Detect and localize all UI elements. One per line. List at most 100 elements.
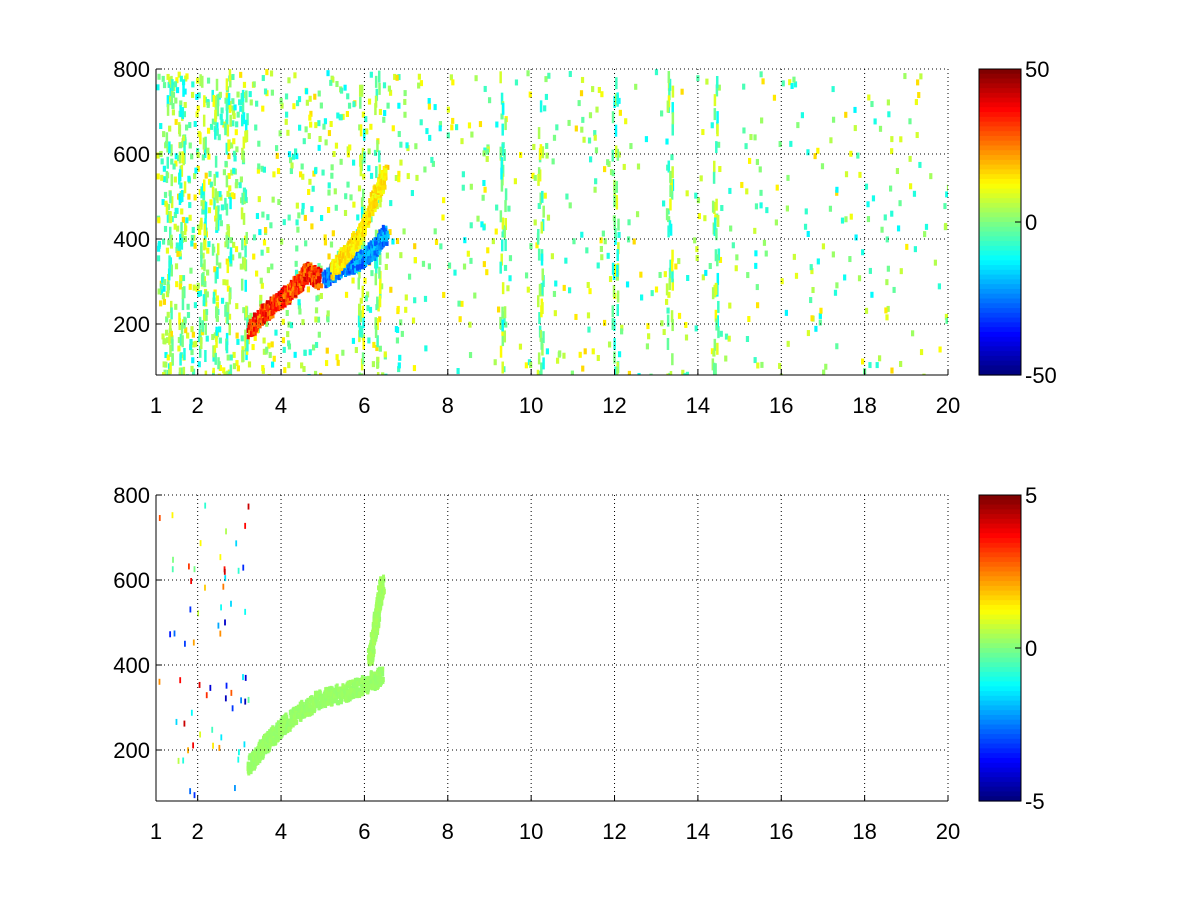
heatmap-cell: [238, 252, 242, 259]
heatmap-cell: [434, 238, 439, 245]
heatmap-cell: [413, 297, 417, 304]
heatmap-cell: [485, 148, 490, 155]
heatmap-cell: [304, 707, 308, 713]
heatmap-cell: [195, 77, 200, 84]
heatmap-cell: [307, 707, 311, 713]
heatmap-cell: [235, 303, 239, 310]
heatmap-cell: [376, 609, 380, 615]
heatmap-cell: [190, 326, 194, 333]
heatmap-cell: [567, 119, 571, 126]
heatmap-cell: [227, 313, 232, 320]
heatmap-cell: [555, 357, 560, 364]
colorbar-swatch: [979, 585, 1021, 592]
heatmap-cell: [742, 83, 746, 90]
heatmap-cell: [745, 188, 749, 195]
heatmap-cell: [886, 305, 890, 312]
colorbar-swatch: [979, 614, 1021, 620]
colorbar-swatch: [979, 78, 1021, 84]
heatmap-cell: [167, 268, 171, 281]
heatmap-cell: [715, 282, 718, 295]
heatmap-cell: [252, 253, 256, 260]
heatmap-cell: [504, 239, 507, 252]
heatmap-cell: [387, 85, 392, 92]
heatmap-cell: [378, 266, 381, 279]
heatmap-cell: [724, 333, 729, 340]
heatmap-cell: [543, 105, 547, 112]
heatmap-cell: [669, 198, 672, 211]
colorbar-swatch: [979, 112, 1021, 118]
heatmap-cell: [223, 371, 227, 375]
heatmap-cell: [366, 251, 370, 257]
heatmap-cell: [178, 283, 183, 290]
heatmap-cell: [788, 79, 792, 86]
heatmap-cell: [784, 309, 788, 316]
heatmap-cell: [359, 264, 363, 270]
heatmap-cell: [260, 249, 264, 256]
heatmap-cell: [241, 256, 245, 269]
heatmap-cell: [670, 178, 673, 191]
heatmap-cell: [193, 242, 197, 249]
heatmap-cell: [215, 253, 219, 266]
heatmap-cell: [172, 556, 174, 563]
colorbar-swatch: [979, 102, 1021, 108]
heatmap-cell: [885, 236, 889, 243]
heatmap-cell: [362, 316, 365, 329]
heatmap-cell: [423, 295, 428, 302]
x-tick-label: 1: [150, 393, 162, 418]
heatmap-cell: [203, 223, 207, 236]
heatmap-cell: [378, 595, 382, 601]
heatmap-cell: [193, 302, 198, 309]
heatmap-cell: [616, 264, 619, 277]
heatmap-cell: [229, 237, 233, 244]
heatmap-cell: [323, 239, 328, 246]
heatmap-cell: [341, 253, 345, 259]
heatmap-cell: [287, 214, 291, 221]
heatmap-cell: [302, 366, 306, 373]
heatmap-cell: [704, 269, 708, 276]
heatmap-cell: [333, 687, 337, 693]
heatmap-cell: [377, 600, 381, 606]
heatmap-cell: [831, 86, 835, 93]
heatmap-cell: [280, 718, 284, 724]
heatmap-cell: [554, 280, 558, 287]
heatmap-cell: [174, 303, 178, 310]
heatmap-cell: [317, 268, 321, 274]
heatmap-cell: [543, 192, 547, 199]
heatmap-cell: [266, 267, 271, 274]
heatmap-cell: [385, 252, 389, 259]
heatmap-cell: [367, 148, 371, 155]
heatmap-cell: [339, 271, 343, 277]
heatmap-cell: [287, 298, 291, 304]
heatmap-cell: [236, 365, 240, 372]
heatmap-cell: [295, 153, 299, 160]
heatmap-cell: [910, 330, 915, 337]
heatmap-cell: [485, 269, 489, 276]
heatmap-cell: [214, 109, 217, 122]
heatmap-cell: [835, 186, 839, 193]
heatmap-cell: [202, 197, 205, 210]
colorbar-swatch: [979, 121, 1021, 127]
heatmap-cell: [379, 589, 383, 595]
heatmap-cell: [594, 147, 599, 154]
heatmap-cell: [161, 199, 165, 206]
heatmap-cell: [264, 741, 268, 747]
heatmap-cell: [162, 361, 166, 368]
heatmap-cell: [864, 183, 869, 190]
heatmap-cell: [668, 78, 672, 91]
heatmap-cell: [344, 193, 348, 200]
heatmap-cell: [297, 212, 301, 219]
heatmap-cell: [371, 195, 375, 201]
heatmap-cell: [654, 286, 659, 293]
heatmap-cell: [274, 306, 278, 312]
colorbar-swatch: [979, 557, 1021, 563]
heatmap-cell: [269, 222, 273, 229]
heatmap-cell: [232, 193, 236, 200]
heatmap-cell: [755, 284, 759, 291]
heatmap-cell: [395, 326, 400, 333]
heatmap-cell: [365, 128, 369, 135]
heatmap-cell: [602, 319, 607, 326]
heatmap-cell: [317, 120, 321, 127]
heatmap-cell: [890, 136, 894, 143]
heatmap-cell: [275, 293, 279, 299]
